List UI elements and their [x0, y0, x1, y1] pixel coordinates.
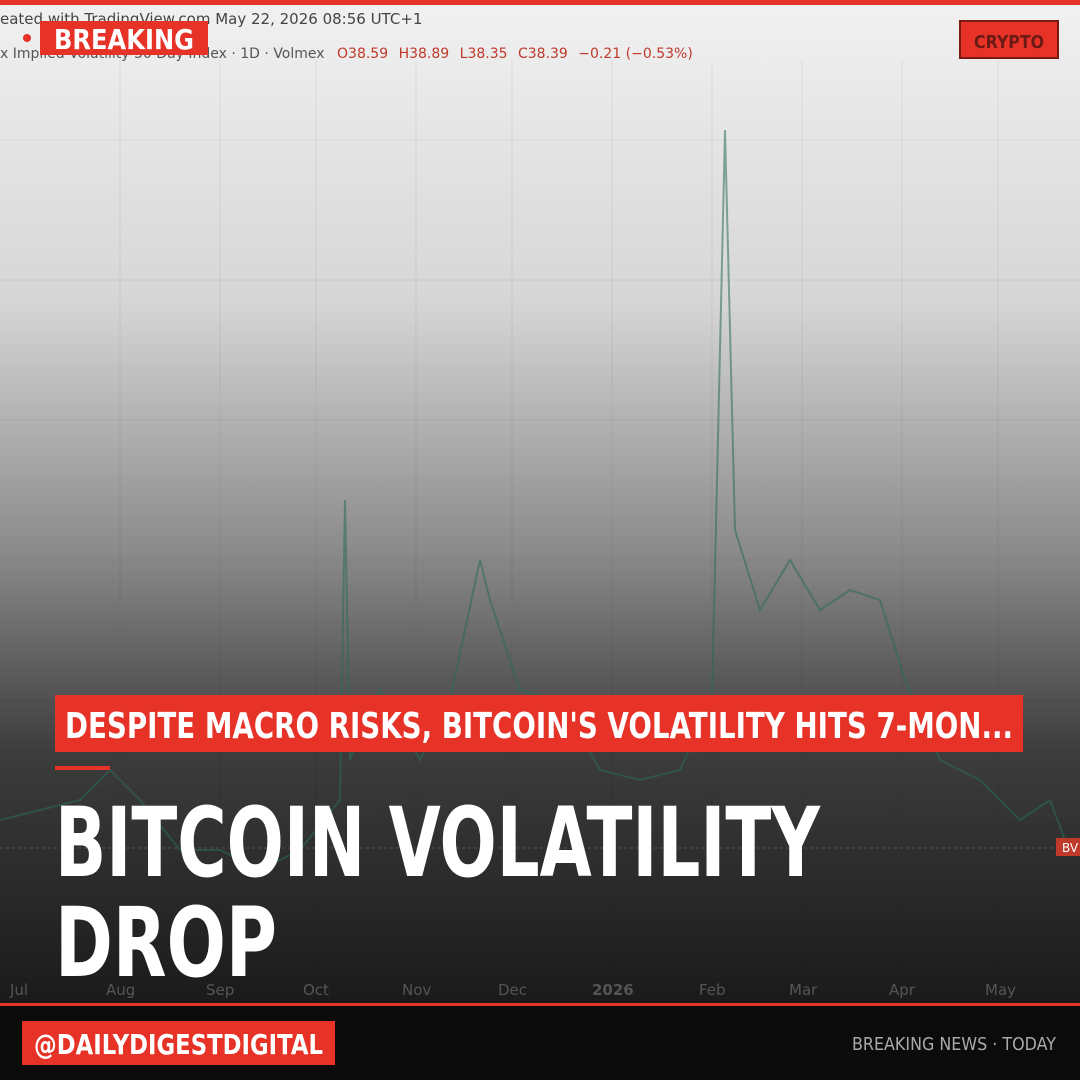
tag-box[interactable] [959, 20, 1059, 59]
headline-box [55, 695, 1023, 752]
ohlc-high: H38.89 [399, 46, 450, 62]
title-line: DROP [55, 887, 277, 999]
month-label: Apr [889, 981, 916, 999]
handle-box[interactable] [22, 1021, 335, 1065]
ohlc-open: O38.59 [337, 46, 388, 62]
background [0, 0, 1080, 1005]
live-dot [23, 34, 31, 42]
month-label: Dec [498, 981, 527, 999]
month-label: May [985, 981, 1016, 999]
handle[interactable]: @DAILYDIGESTDIGITAL [34, 1028, 323, 1061]
month-label: Nov [402, 981, 431, 999]
price-label-box [1056, 838, 1080, 856]
accent-line [55, 766, 110, 770]
badge: BREAKING [54, 23, 194, 56]
price-label: BV [1062, 841, 1079, 855]
month-label: Oct [303, 981, 329, 999]
month-label: Jul [9, 981, 28, 999]
ohlc-low: L38.35 [460, 46, 508, 62]
month-label: Feb [699, 981, 726, 999]
tag[interactable]: CRYPTO [974, 32, 1044, 53]
top-bar [0, 0, 1080, 5]
month-label: Aug [106, 981, 135, 999]
footer-note: BREAKING NEWS · TODAY [852, 1034, 1057, 1055]
ohlc-close: C38.39 [518, 46, 568, 62]
headline: DESPITE MACRO RISKS, BITCOIN'S VOLATILIT… [65, 706, 1013, 747]
ohlc-change: −0.21 (−0.53%) [578, 46, 692, 62]
footer-rule [0, 1003, 1080, 1006]
badge-box [40, 21, 208, 55]
month-axis: Jul Aug Sep Oct Nov Dec 2026 Feb Mar Apr… [9, 981, 1016, 999]
month-label: Mar [789, 981, 818, 999]
title-line: BITCOIN VOLATILITY [55, 787, 821, 899]
month-label: Sep [206, 981, 234, 999]
month-label: 2026 [592, 981, 634, 999]
